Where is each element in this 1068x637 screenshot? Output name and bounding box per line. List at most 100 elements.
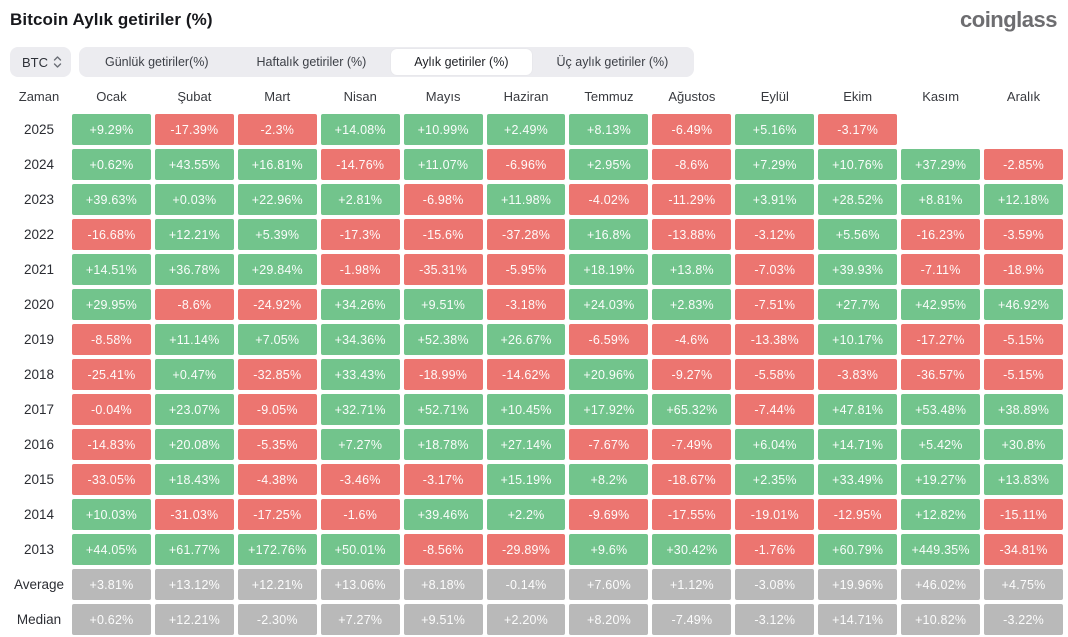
row-label: 2016 [23, 437, 55, 452]
return-cell: -18.9% [984, 254, 1063, 285]
return-cell: -19.01% [735, 499, 815, 530]
return-cell: +3.81% [72, 569, 151, 600]
return-cell: -8.6% [154, 289, 234, 320]
return-cell: -1.6% [320, 499, 400, 530]
return-cell: +15.19% [486, 464, 566, 495]
month-column-header: Kasım [922, 88, 960, 104]
coinglass-logo[interactable]: coinglass [960, 7, 1057, 32]
return-cell: +36.78% [154, 254, 234, 285]
return-cell: -35.31% [403, 254, 483, 285]
row-label: 2020 [23, 297, 55, 312]
return-cell: +8.2% [569, 464, 649, 495]
return-cell: -18.99% [403, 359, 483, 390]
return-cell: -17.39% [154, 114, 234, 145]
row-label: 2023 [23, 192, 55, 207]
return-cell: +14.71% [818, 604, 898, 635]
return-cell: +4.75% [984, 569, 1063, 600]
return-cell: +39.46% [403, 499, 483, 530]
return-cell: +53.48% [901, 394, 981, 425]
return-cell: -3.83% [818, 359, 898, 390]
return-cell: -32.85% [237, 359, 317, 390]
return-cell: -2.85% [984, 149, 1063, 180]
return-cell: +0.47% [154, 359, 234, 390]
return-cell: -18.67% [652, 464, 732, 495]
return-cell: +33.43% [320, 359, 400, 390]
return-cell: -17.3% [320, 219, 400, 250]
return-cell: +7.27% [320, 604, 400, 635]
return-cell: +10.82% [901, 604, 981, 635]
return-cell: -9.27% [652, 359, 732, 390]
return-cell: +0.62% [72, 149, 151, 180]
month-column-header: Haziran [503, 88, 549, 104]
return-cell: -29.89% [486, 534, 566, 565]
return-cell: +30.8% [984, 429, 1063, 460]
return-cell: -3.12% [735, 219, 815, 250]
return-cell: +24.03% [569, 289, 649, 320]
return-cell: +52.71% [403, 394, 483, 425]
return-cell: +16.81% [237, 149, 317, 180]
return-cell: +12.21% [237, 569, 317, 600]
table-header-row: Zaman Ocak Şubat Mart Nisan Mayıs Haziran Temmu… [10, 86, 1063, 106]
return-cell: +11.14% [154, 324, 234, 355]
return-cell: -11.29% [652, 184, 732, 215]
return-cell: +22.96% [237, 184, 317, 215]
return-cell: +13.06% [320, 569, 400, 600]
return-cell: +2.81% [320, 184, 400, 215]
month-column-header: Mayıs [425, 88, 461, 104]
return-cell: +27.7% [818, 289, 898, 320]
return-cell: -6.98% [403, 184, 483, 215]
return-cell: -3.22% [984, 604, 1063, 635]
return-cell: -5.58% [735, 359, 815, 390]
return-cell: -1.76% [735, 534, 815, 565]
return-cell: +23.07% [154, 394, 234, 425]
empty-cell [984, 114, 1063, 145]
row-label: 2025 [23, 122, 55, 137]
month-column-header: Mart [264, 88, 291, 104]
return-cell: -6.49% [652, 114, 732, 145]
return-cell: +2.35% [735, 464, 815, 495]
return-cell: +12.21% [154, 604, 234, 635]
return-cell: -8.6% [652, 149, 732, 180]
month-column-header: Ocak [96, 88, 127, 104]
return-cell: +18.78% [403, 429, 483, 460]
return-cell: +12.82% [901, 499, 981, 530]
return-cell: +18.43% [154, 464, 234, 495]
return-cell: +10.99% [403, 114, 483, 145]
tab-1[interactable]: Haftalık getiriler (%) [234, 49, 390, 75]
return-cell: -8.58% [72, 324, 151, 355]
return-cell: +28.52% [818, 184, 898, 215]
return-cell: -17.25% [237, 499, 317, 530]
return-cell: +46.02% [901, 569, 981, 600]
return-cell: -3.17% [818, 114, 898, 145]
return-cell: -14.76% [320, 149, 400, 180]
return-cell: +17.92% [569, 394, 649, 425]
return-cell: +2.20% [486, 604, 566, 635]
return-cell: +11.07% [403, 149, 483, 180]
return-cell: +38.89% [984, 394, 1063, 425]
tab-0[interactable]: Günlük getiriler(%) [82, 49, 232, 75]
return-cell: -3.12% [735, 604, 815, 635]
return-cell: +52.38% [403, 324, 483, 355]
return-cell: +34.36% [320, 324, 400, 355]
tab-2[interactable]: Aylık getiriler (%) [391, 49, 532, 75]
row-label: 2019 [23, 332, 55, 347]
return-cell: +34.26% [320, 289, 400, 320]
return-cell: +5.42% [901, 429, 981, 460]
row-label: 2024 [23, 157, 55, 172]
return-cell: +61.77% [154, 534, 234, 565]
return-cell: -17.27% [901, 324, 981, 355]
return-cell: -3.17% [403, 464, 483, 495]
row-label: Average [13, 577, 65, 592]
return-cell: -4.38% [237, 464, 317, 495]
return-cell: +11.98% [486, 184, 566, 215]
return-cell: +18.19% [569, 254, 649, 285]
coin-selector-dropdown[interactable]: BTC [10, 47, 71, 77]
return-cell: +13.8% [652, 254, 732, 285]
tab-3[interactable]: Üç aylık getiriler (%) [534, 49, 692, 75]
return-cell: +2.2% [486, 499, 566, 530]
month-column-header: Nisan [343, 88, 377, 104]
return-cell: +39.93% [818, 254, 898, 285]
return-cell: +2.83% [652, 289, 732, 320]
return-cell: -3.18% [486, 289, 566, 320]
return-cell: +44.05% [72, 534, 151, 565]
